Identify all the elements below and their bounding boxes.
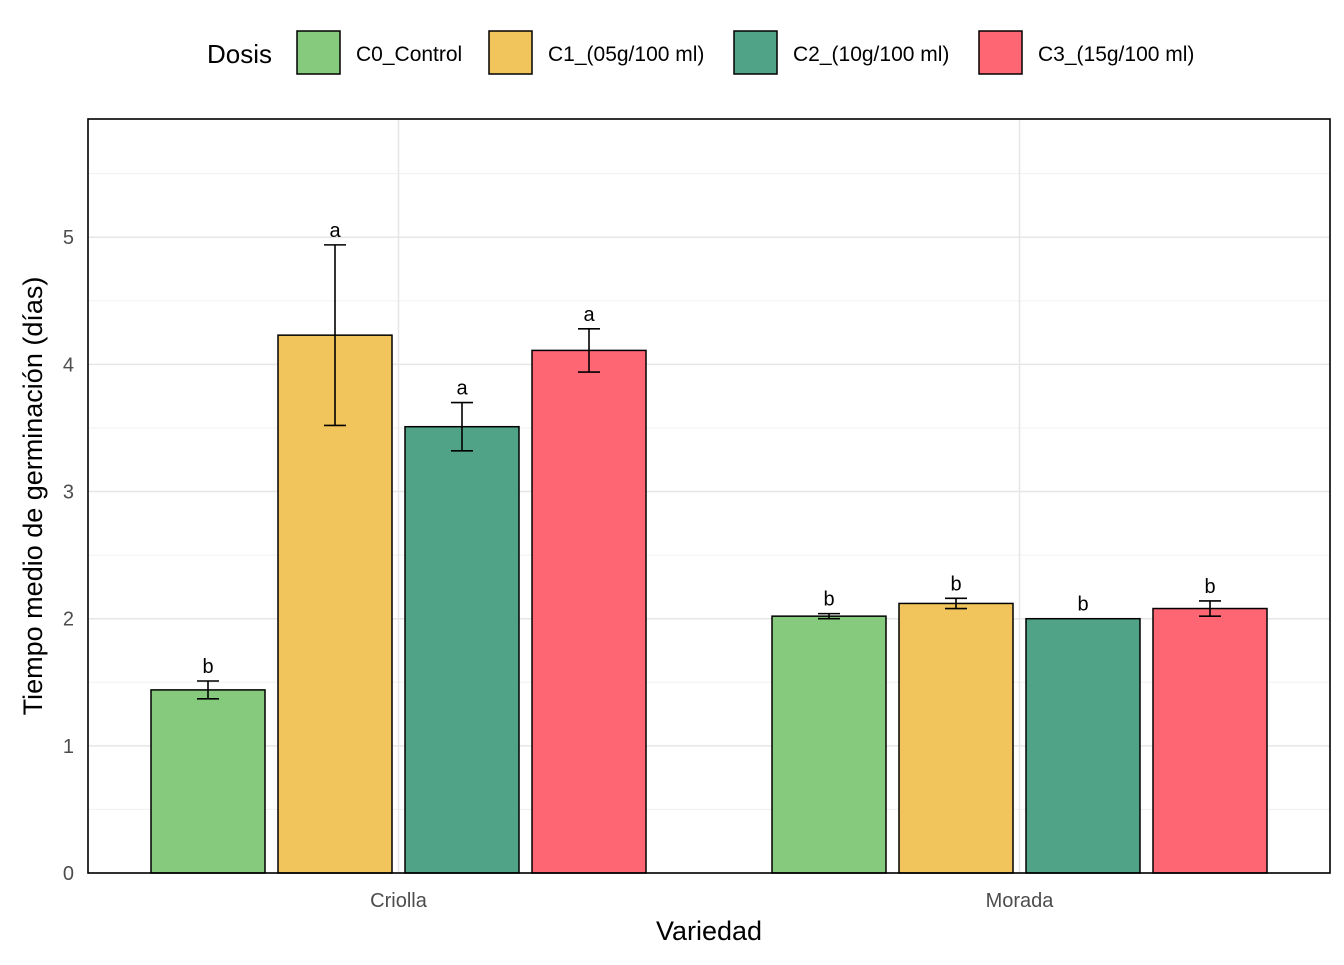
significance-letter: a: [329, 220, 341, 242]
significance-letter: a: [456, 378, 468, 400]
x-tick-label: Criolla: [370, 890, 428, 912]
bar: [150, 689, 266, 874]
legend-label: C2_(10g/100 ml): [793, 43, 949, 66]
legend-key: [978, 30, 1023, 75]
panel-border: [87, 118, 1331, 874]
y-tick-label: 1: [63, 736, 74, 758]
legend-label: C3_(15g/100 ml): [1038, 43, 1194, 66]
y-tick-label: 3: [63, 482, 74, 504]
legend: Dosis C0_Control C1_(05g/100 ml) C2_(10g/10…: [207, 30, 1194, 75]
legend-title: Dosis: [207, 39, 272, 69]
y-axis-title: Tiempo medio de germinación (días): [18, 277, 48, 716]
axes: 0 1 2 3 4 5 Criolla Morada Variedad Tiempo medio …: [18, 118, 1331, 946]
legend-label: C1_(05g/100 ml): [548, 43, 704, 66]
x-tick-label: Morada: [986, 890, 1055, 912]
significance-letter: b: [950, 573, 961, 595]
legend-key: [488, 30, 533, 75]
bar: [404, 425, 520, 874]
bar: [531, 349, 647, 874]
significance-letter: b: [202, 656, 213, 678]
legend-label: C0_Control: [356, 43, 462, 66]
y-tick-label: 0: [63, 863, 74, 885]
y-tick-label: 4: [63, 354, 74, 376]
bar: [1025, 617, 1141, 874]
significance-letter: b: [823, 589, 834, 611]
legend-key: [296, 30, 341, 75]
y-tick-label: 5: [63, 227, 74, 249]
legend-key: [733, 30, 778, 75]
x-axis-title: Variedad: [656, 916, 762, 946]
bars: b b a b a b a b: [150, 220, 1268, 874]
significance-letter: a: [583, 304, 595, 326]
significance-letter: b: [1077, 594, 1088, 616]
bar: [898, 602, 1014, 874]
bar: [771, 615, 887, 874]
significance-letter: b: [1204, 576, 1215, 598]
y-tick-label: 2: [63, 609, 74, 631]
grid: [88, 119, 1330, 874]
bar: [1152, 607, 1268, 874]
